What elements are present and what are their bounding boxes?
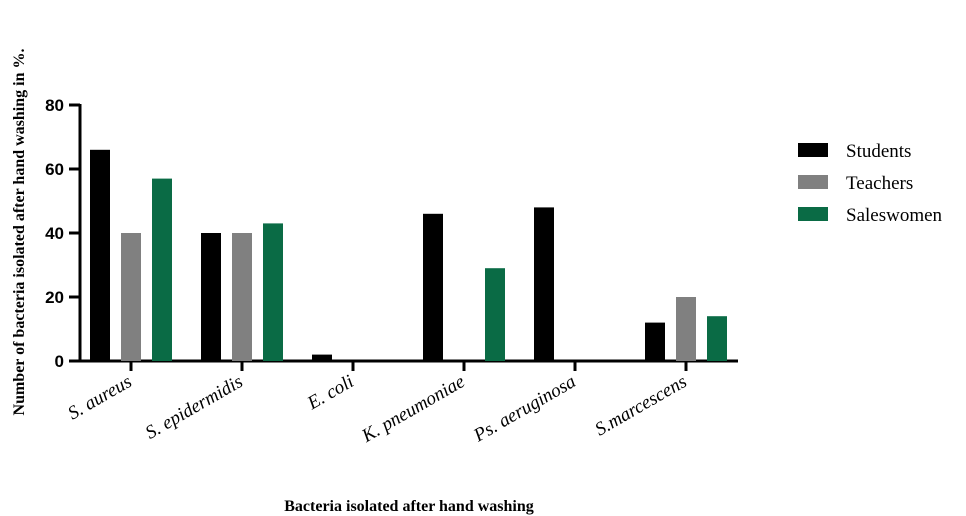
x-tick-label: S.marcescens <box>592 371 691 440</box>
bar <box>232 233 252 361</box>
y-tick-label: 20 <box>45 288 64 307</box>
x-axis-title: Bacteria isolated after hand washing <box>284 498 533 515</box>
legend-label: Teachers <box>846 173 913 194</box>
legend-label: Saleswomen <box>846 205 943 226</box>
bar <box>707 316 727 361</box>
x-tick-label: S. epidermidis <box>142 371 247 444</box>
y-tick-label: 60 <box>45 160 64 179</box>
bar <box>485 268 505 361</box>
x-tick-label: K. pneumoniae <box>358 371 469 447</box>
y-tick-label: 40 <box>45 224 64 243</box>
legend-label: Students <box>846 141 911 162</box>
bar <box>263 223 283 361</box>
bar <box>121 233 141 361</box>
y-axis-title: Number of bacteria isolated after hand w… <box>11 49 28 416</box>
bar <box>534 207 554 361</box>
bar <box>645 322 665 361</box>
x-tick-label: S. aureus <box>64 371 135 424</box>
bar <box>152 178 172 361</box>
x-axis <box>79 359 738 371</box>
x-tick-label: E. coli <box>303 371 357 414</box>
legend-swatch <box>798 207 828 221</box>
y-tick-label: 0 <box>55 352 64 371</box>
y-axis: 0 20 40 60 80 <box>45 96 82 371</box>
category-labels: S. aureus S. epidermidis E. coli K. pneumon… <box>64 371 690 447</box>
legend-swatch <box>798 143 828 157</box>
bar <box>90 149 110 361</box>
bar <box>676 297 696 361</box>
bar <box>423 213 443 361</box>
bars <box>90 149 727 361</box>
y-tick-label: 80 <box>45 96 64 115</box>
bar <box>312 354 332 361</box>
x-tick-label: Ps. aeruginosa <box>469 371 579 447</box>
bar <box>201 233 221 361</box>
legend-swatch <box>798 175 828 189</box>
legend: Students Teachers Saleswomen <box>798 141 943 226</box>
